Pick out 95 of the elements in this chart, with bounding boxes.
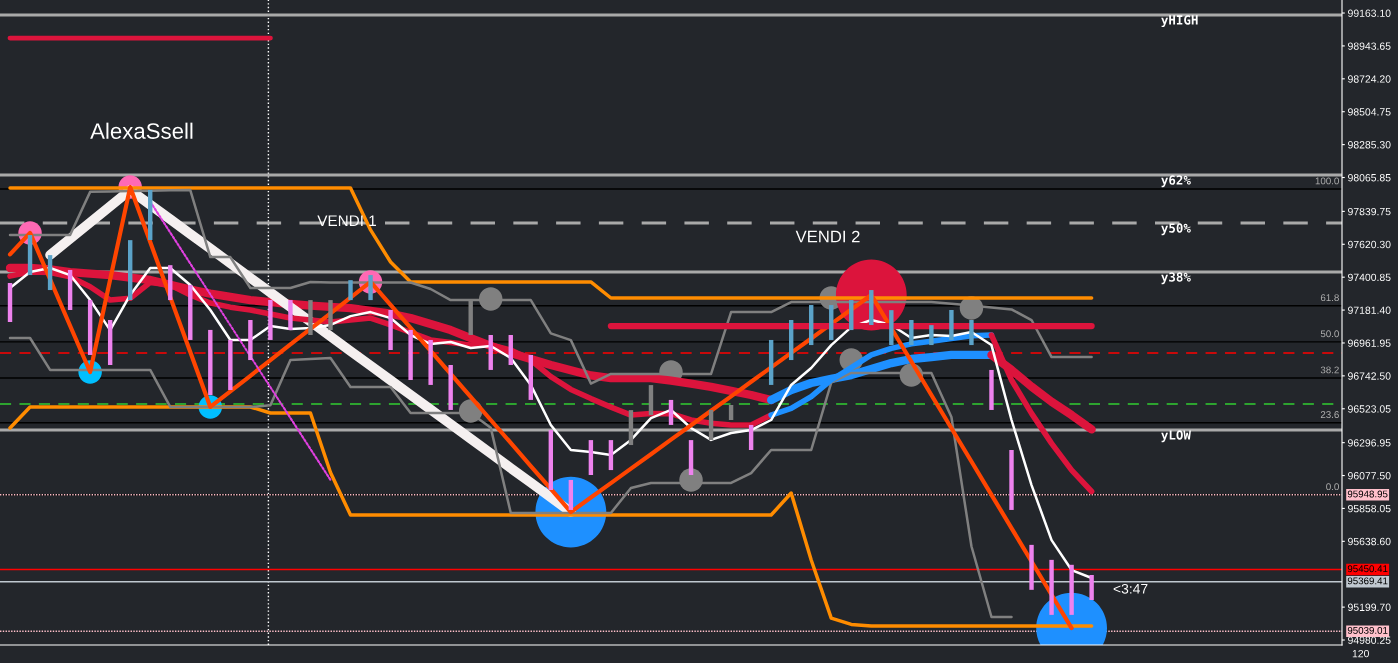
bar [127,240,133,301]
ref-line-label: 95039.01 [1347,626,1388,634]
annotation: <3:47 [1113,583,1148,594]
text: 120 [1352,649,1369,658]
bar [648,385,654,416]
y-tick-label: 95638.60 [1348,537,1391,546]
bar [869,290,874,325]
ref-line-label: y38% [1161,272,1191,285]
bar [27,235,33,276]
bar [348,280,353,301]
bar [168,265,173,301]
bar [768,339,774,385]
bar [508,335,513,365]
annotation: 23.6 [1320,411,1339,419]
bar [528,354,533,400]
bar [448,365,453,410]
ref-line-label: yHIGH [1161,15,1198,28]
y-tick-label: 97620.30 [1348,240,1391,249]
bar [188,284,193,340]
bar [408,329,413,380]
annotation: VENDI 1 [317,215,376,226]
bar [688,440,694,476]
bar [468,300,473,336]
y-tick-label: 96296.95 [1348,439,1391,447]
ref-line-label: yLOW [1161,430,1191,443]
line-series [8,336,1013,619]
bar [748,424,754,450]
bar [929,325,934,346]
bar [829,305,834,340]
ref-line-label: y50% [1161,223,1191,236]
bar [1049,559,1054,615]
y-tick-label: 99163.10 [1348,9,1391,17]
bar [889,310,894,346]
bar [949,309,954,340]
bar [668,399,674,425]
y-tick-label: 96523.05 [1348,405,1391,413]
y-tick-label: 98065.85 [1348,174,1391,182]
bar [428,339,433,385]
bar [788,320,794,361]
y-tick-label: 96961.95 [1348,339,1391,347]
bar [268,299,273,340]
bar [1009,449,1014,510]
y-tick-label: 98504.75 [1348,108,1391,116]
ref-line-label: 95369.41 [1347,577,1388,585]
annotation: 61.8 [1320,294,1339,302]
bar [1029,544,1034,590]
bar [989,369,994,410]
bar [849,300,854,331]
y-tick-label: 98285.30 [1348,141,1391,149]
annotation: 100.0 [1315,177,1339,185]
ref-line-label: y62% [1161,175,1191,188]
y-tick-label: 97181.40 [1348,306,1391,314]
bar [107,320,113,365]
bar [628,410,634,446]
bar [568,479,574,510]
bar [1069,564,1074,615]
bar [909,320,914,346]
bar [248,320,253,361]
y-tick-label: 96077.50 [1348,472,1391,480]
bar [1089,575,1094,601]
bar [308,300,313,336]
annotation: 50.0 [1320,330,1339,338]
y-tick-label: 95199.70 [1348,603,1391,611]
bar [488,335,493,370]
bar [228,339,233,391]
bar [809,305,814,346]
bar [7,283,13,322]
y-tick-label: 96742.50 [1348,372,1391,380]
y-tick-label: 98724.20 [1348,75,1391,83]
bar [67,269,73,310]
y-tick-label: 98943.65 [1348,42,1391,50]
bar [288,300,293,331]
y-tick-label: 95858.05 [1348,504,1391,513]
bar [548,430,554,491]
annotation: AlexaSsell [90,122,193,139]
bar [728,405,734,421]
bar [47,255,53,291]
bar [588,440,594,476]
bar [148,189,153,240]
bar [969,320,974,346]
bar [328,300,333,331]
bar [368,275,373,301]
annotation: 38.2 [1320,366,1339,374]
ref-line-label: 95450.41 [1347,565,1388,573]
bar [87,299,93,355]
y-tick-label: 94980.25 [1348,636,1391,644]
bar [708,409,714,440]
annotation: 0.0 [1326,483,1339,491]
y-tick-label: 97400.85 [1348,273,1391,282]
y-tick-label: 97839.75 [1348,207,1391,216]
bar [608,440,614,471]
bar [388,309,393,351]
annotation: VENDI 2 [795,230,860,243]
ref-line-label: 95948.95 [1347,490,1388,498]
bar [208,329,213,395]
